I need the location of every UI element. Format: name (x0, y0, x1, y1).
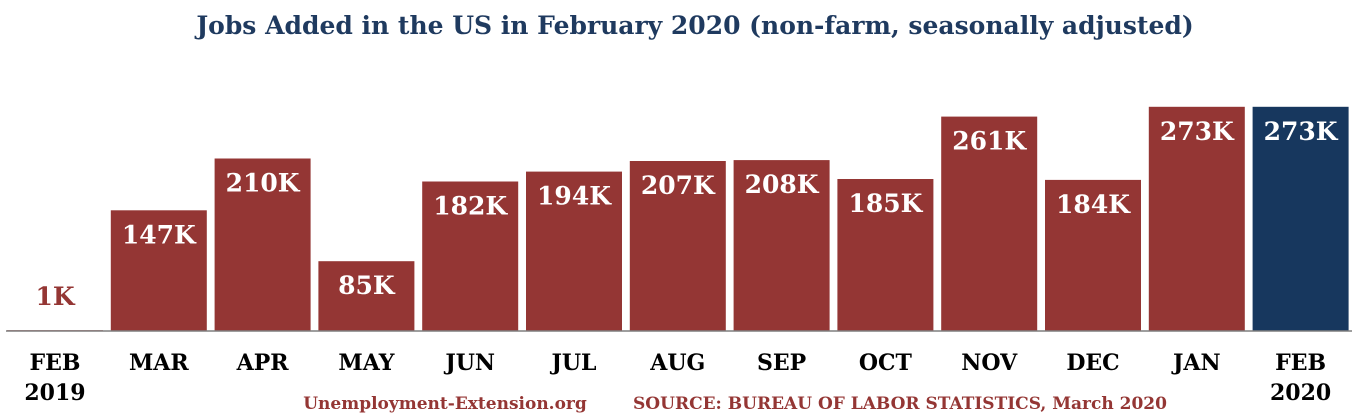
bar-4 (422, 181, 519, 331)
x-tick-label-5: JUL (549, 350, 596, 376)
x-tick-label-10: DEC (1066, 350, 1119, 376)
data-label-10: 184K (1056, 190, 1131, 219)
x-tick-label-7: SEP (757, 350, 806, 376)
bar-5 (526, 171, 622, 331)
bar-11 (1148, 106, 1245, 332)
x-tick-label-8: OCT (859, 350, 913, 376)
data-label-1: 147K (122, 220, 197, 249)
x-tick-label-9: NOV (961, 350, 1018, 376)
bar-6 (629, 161, 726, 331)
bar-3 (318, 261, 415, 331)
footer-website: Unemployment-Extension.org (303, 394, 587, 414)
data-label-8: 185K (848, 189, 923, 218)
bar-8 (837, 179, 934, 331)
x-tick-label-12-line2: 2020 (1270, 380, 1331, 406)
bars-group (7, 106, 1349, 332)
x-tick-labels-group: FEB 2019 MAR APR MAY JUN JUL AUG SEP OCT NOV DEC JAN… (24, 350, 1331, 406)
data-label-0: 1K (35, 282, 75, 311)
data-label-6: 207K (641, 171, 716, 200)
data-label-4: 182K (433, 192, 508, 221)
x-tick-label-12: FEB (1275, 350, 1326, 376)
x-tick-label-4: JUN (443, 350, 495, 376)
data-label-7: 208K (745, 170, 820, 199)
data-label-3: 85K (338, 271, 396, 300)
bar-1 (110, 210, 207, 332)
data-label-9: 261K (952, 127, 1027, 156)
footer-source: SOURCE: BUREAU OF LABOR STATISTICS, Marc… (633, 394, 1167, 414)
x-tick-label-1: MAR (129, 350, 189, 376)
data-labels-group: 1K 147K 210K 85K 182K 194K 207K 208K 185K 261K 184… (35, 117, 1338, 311)
chart-title: Jobs Added in the US in February 2020 (n… (194, 11, 1193, 40)
x-tick-label-2: APR (236, 350, 290, 376)
x-tick-label-6: AUG (649, 350, 705, 376)
bar-9 (941, 116, 1038, 331)
data-label-12: 273K (1264, 117, 1339, 146)
bar-2 (214, 158, 311, 331)
data-label-11: 273K (1160, 117, 1235, 146)
bar-7 (733, 160, 830, 331)
x-tick-label-3: MAY (338, 350, 394, 376)
x-tick-label-0-line2: 2019 (24, 380, 85, 406)
bar-12 (1252, 106, 1349, 332)
data-label-5: 194K (537, 182, 612, 211)
x-tick-label-0: FEB (30, 350, 81, 376)
bar-10 (1045, 179, 1141, 331)
x-tick-label-11: JAN (1171, 350, 1221, 376)
data-label-2: 210K (226, 169, 301, 198)
